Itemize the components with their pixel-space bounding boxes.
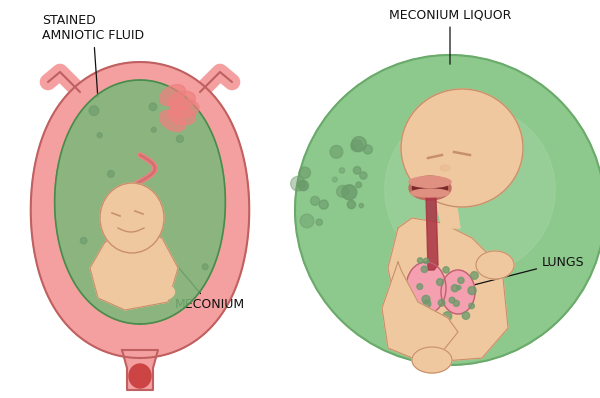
Circle shape bbox=[340, 168, 344, 173]
Circle shape bbox=[451, 285, 458, 292]
Ellipse shape bbox=[143, 258, 173, 278]
Circle shape bbox=[297, 179, 304, 187]
Circle shape bbox=[109, 223, 113, 228]
Circle shape bbox=[364, 145, 373, 154]
Polygon shape bbox=[435, 195, 460, 228]
Circle shape bbox=[337, 185, 349, 197]
Circle shape bbox=[385, 105, 555, 275]
Circle shape bbox=[353, 166, 361, 174]
Ellipse shape bbox=[440, 165, 450, 171]
Circle shape bbox=[356, 182, 362, 188]
Circle shape bbox=[290, 176, 305, 191]
Ellipse shape bbox=[160, 111, 185, 131]
Circle shape bbox=[152, 244, 156, 248]
Circle shape bbox=[443, 267, 449, 273]
Circle shape bbox=[97, 133, 102, 138]
Polygon shape bbox=[388, 218, 508, 362]
Polygon shape bbox=[55, 80, 226, 324]
Ellipse shape bbox=[115, 279, 149, 297]
Circle shape bbox=[330, 145, 343, 158]
Ellipse shape bbox=[168, 91, 196, 110]
Circle shape bbox=[468, 287, 476, 295]
Circle shape bbox=[202, 264, 208, 270]
Circle shape bbox=[298, 181, 308, 191]
Circle shape bbox=[352, 137, 367, 152]
Circle shape bbox=[470, 271, 478, 279]
Ellipse shape bbox=[168, 106, 196, 125]
Circle shape bbox=[347, 201, 355, 209]
Circle shape bbox=[176, 135, 184, 142]
Circle shape bbox=[89, 106, 99, 115]
Circle shape bbox=[80, 237, 87, 244]
Circle shape bbox=[422, 295, 430, 303]
Ellipse shape bbox=[476, 251, 514, 279]
Circle shape bbox=[462, 312, 470, 319]
Ellipse shape bbox=[160, 84, 185, 105]
Ellipse shape bbox=[129, 364, 151, 388]
Text: STAINED
AMNIOTIC FLUID: STAINED AMNIOTIC FLUID bbox=[42, 14, 144, 97]
Circle shape bbox=[454, 300, 460, 306]
Ellipse shape bbox=[149, 284, 175, 300]
Polygon shape bbox=[90, 232, 178, 310]
Polygon shape bbox=[426, 196, 438, 270]
Circle shape bbox=[469, 303, 475, 309]
Ellipse shape bbox=[411, 189, 449, 197]
Circle shape bbox=[449, 297, 455, 303]
Circle shape bbox=[424, 258, 429, 263]
Circle shape bbox=[417, 284, 422, 289]
Text: LUNGS: LUNGS bbox=[464, 256, 584, 287]
Ellipse shape bbox=[412, 347, 452, 373]
Circle shape bbox=[418, 258, 423, 263]
Circle shape bbox=[149, 103, 157, 111]
Circle shape bbox=[359, 203, 364, 208]
Circle shape bbox=[311, 196, 320, 205]
Circle shape bbox=[428, 314, 433, 319]
Circle shape bbox=[295, 55, 600, 365]
Circle shape bbox=[434, 315, 440, 322]
Circle shape bbox=[457, 286, 461, 290]
Circle shape bbox=[443, 312, 452, 320]
Circle shape bbox=[437, 279, 443, 286]
Text: MECONIUM: MECONIUM bbox=[170, 257, 245, 312]
Ellipse shape bbox=[441, 270, 475, 314]
Circle shape bbox=[300, 214, 314, 228]
Ellipse shape bbox=[171, 99, 199, 117]
Polygon shape bbox=[122, 350, 158, 390]
Circle shape bbox=[424, 300, 431, 308]
Circle shape bbox=[360, 172, 367, 179]
Circle shape bbox=[421, 266, 428, 273]
Circle shape bbox=[319, 200, 328, 209]
Ellipse shape bbox=[100, 183, 164, 253]
Ellipse shape bbox=[406, 262, 446, 314]
Circle shape bbox=[402, 302, 409, 309]
Circle shape bbox=[342, 185, 357, 200]
Ellipse shape bbox=[409, 176, 451, 200]
Circle shape bbox=[299, 167, 310, 178]
Circle shape bbox=[316, 219, 322, 225]
Ellipse shape bbox=[401, 89, 523, 207]
Circle shape bbox=[351, 140, 362, 152]
Circle shape bbox=[109, 204, 116, 211]
Ellipse shape bbox=[413, 179, 448, 197]
Circle shape bbox=[352, 145, 356, 149]
Ellipse shape bbox=[409, 176, 451, 187]
Polygon shape bbox=[31, 62, 249, 358]
Text: MECONIUM LIQUOR: MECONIUM LIQUOR bbox=[389, 8, 511, 64]
Circle shape bbox=[458, 277, 464, 283]
Circle shape bbox=[426, 312, 431, 316]
Circle shape bbox=[151, 127, 156, 132]
Circle shape bbox=[118, 293, 127, 301]
Circle shape bbox=[438, 300, 445, 306]
Circle shape bbox=[332, 177, 337, 182]
Circle shape bbox=[107, 171, 114, 177]
Polygon shape bbox=[382, 262, 458, 362]
